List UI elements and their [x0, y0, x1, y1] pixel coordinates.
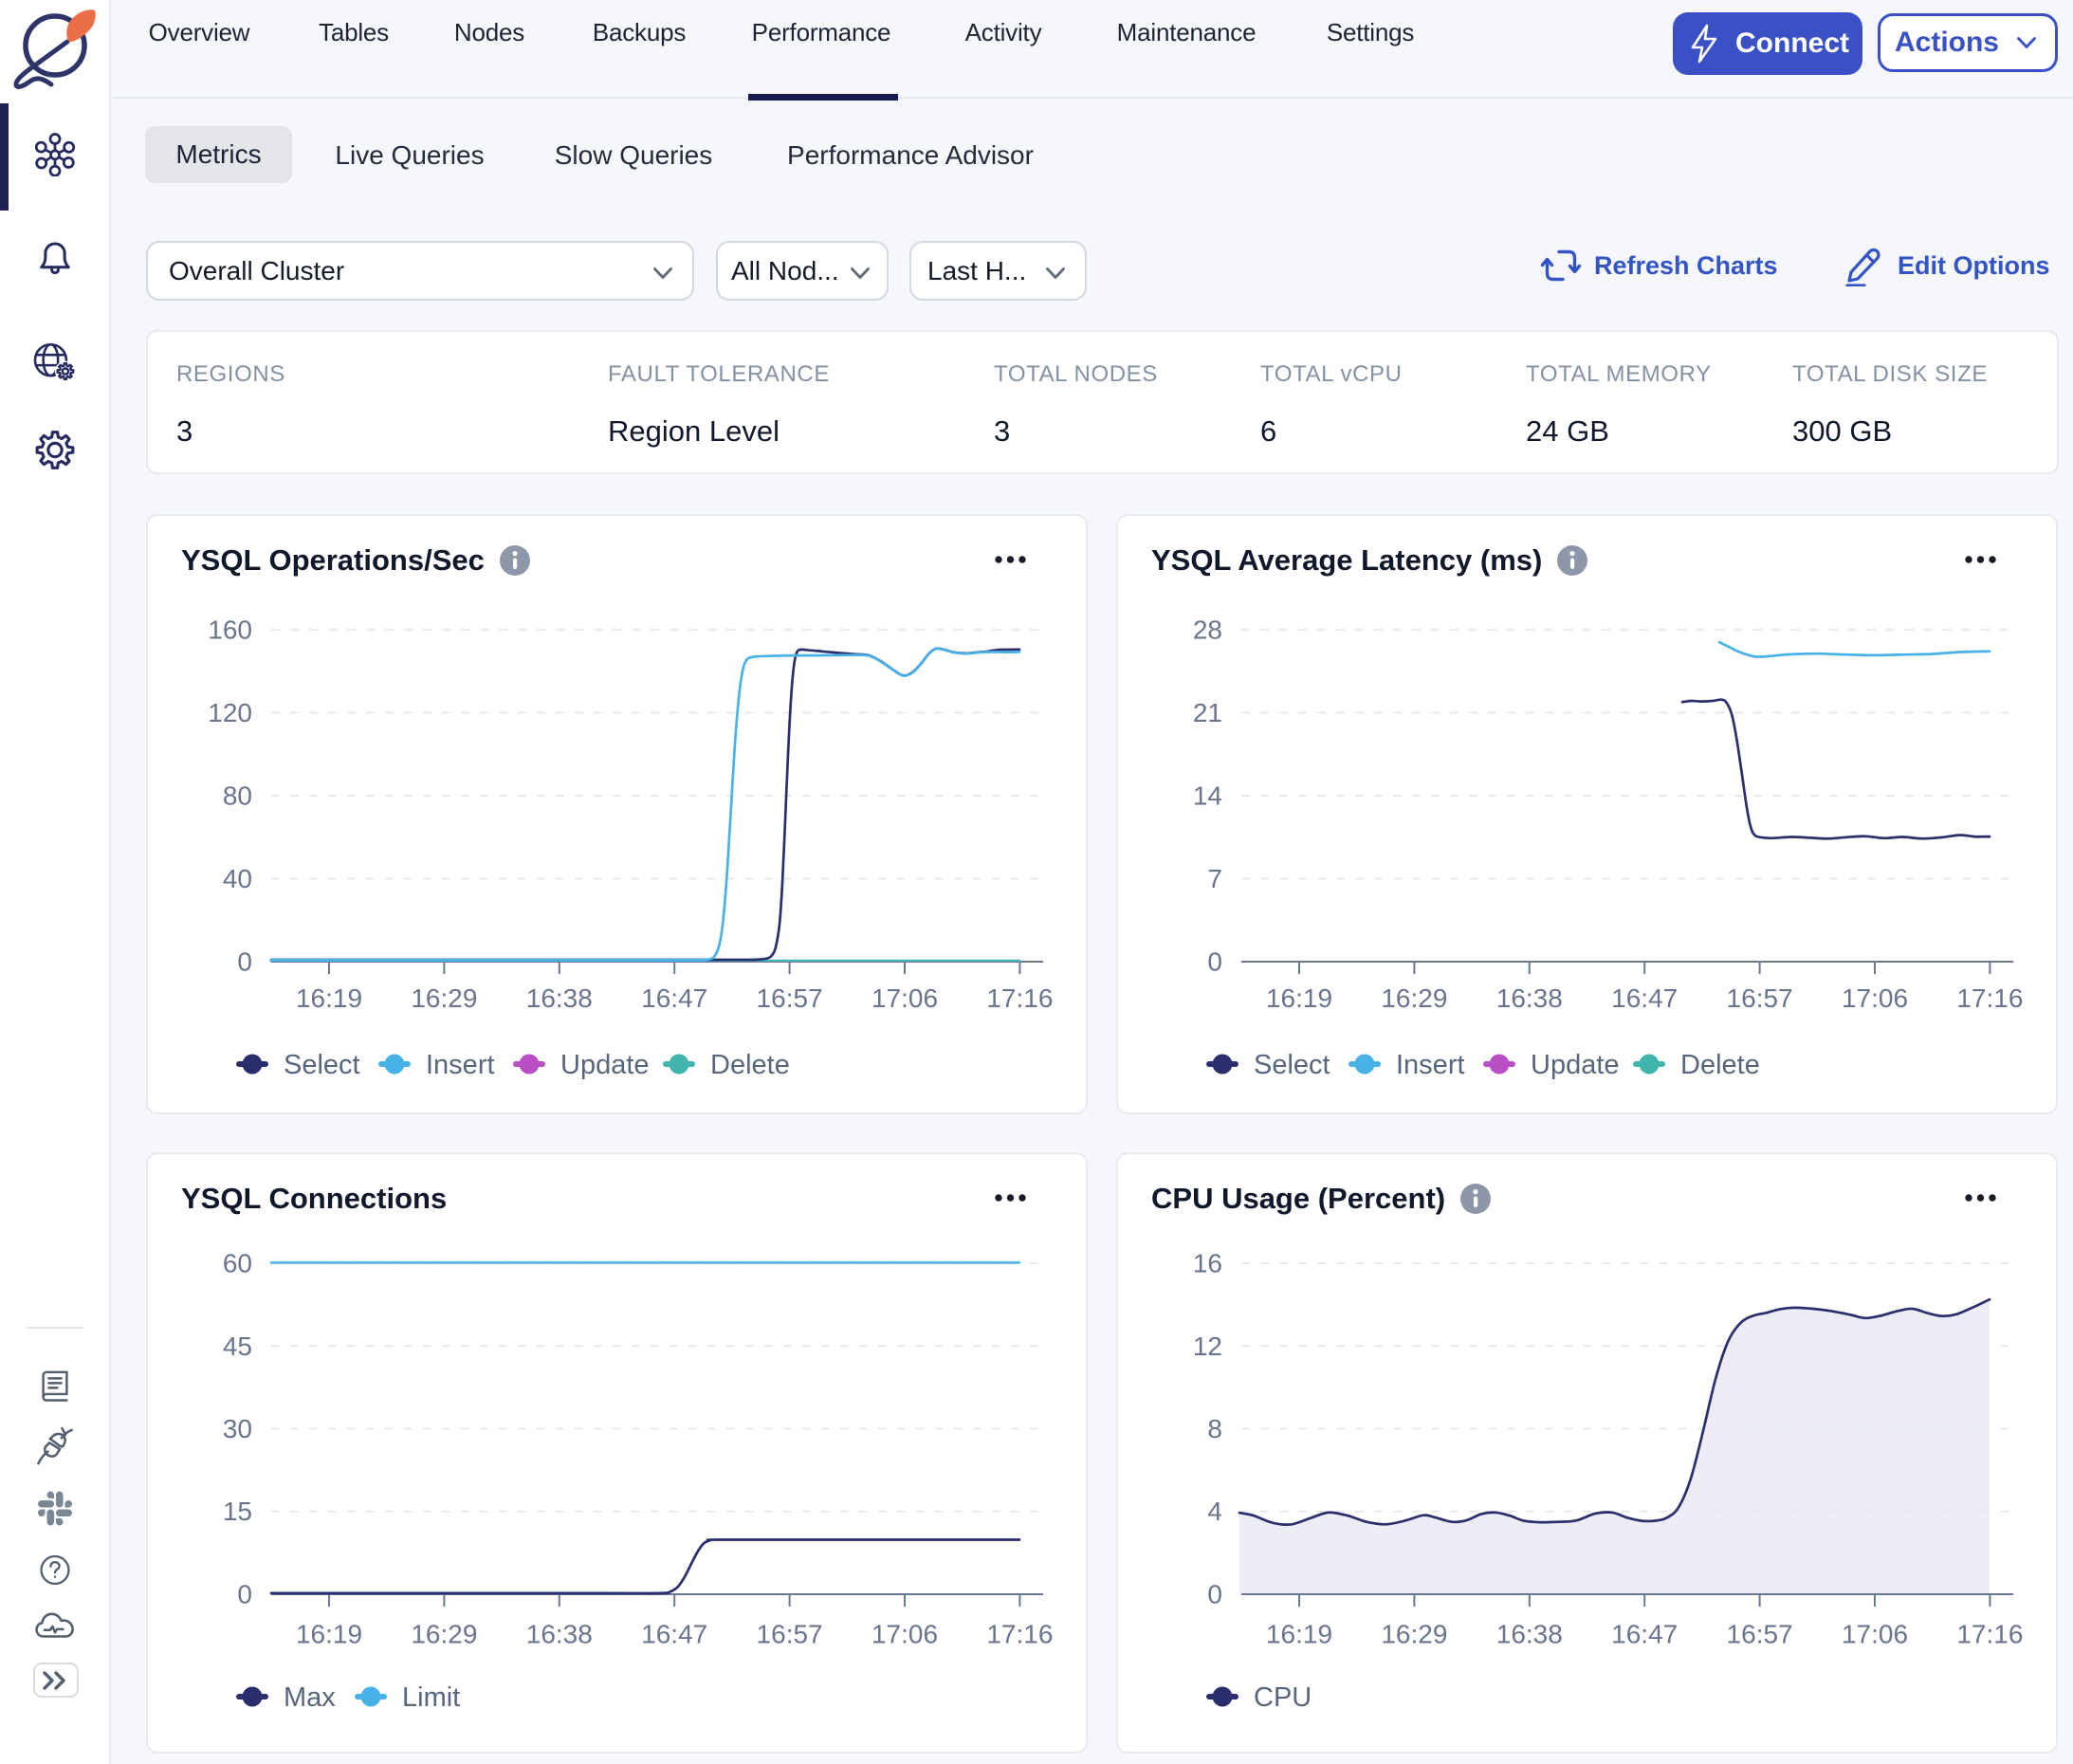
svg-text:12: 12 — [1193, 1332, 1222, 1361]
svg-text:Update: Update — [560, 1050, 650, 1080]
svg-text:0: 0 — [237, 1580, 252, 1609]
svg-text:17:16: 17:16 — [986, 1620, 1053, 1649]
svg-text:16:19: 16:19 — [296, 1620, 362, 1649]
svg-text:16:57: 16:57 — [1727, 983, 1793, 1013]
svg-text:16:38: 16:38 — [1496, 1620, 1563, 1649]
svg-text:16:57: 16:57 — [757, 1620, 823, 1649]
svg-text:0: 0 — [237, 947, 252, 977]
svg-text:16:38: 16:38 — [526, 1620, 593, 1649]
svg-text:15: 15 — [223, 1497, 252, 1526]
svg-text:7: 7 — [1207, 864, 1222, 893]
svg-text:0: 0 — [1207, 1580, 1222, 1609]
svg-text:17:16: 17:16 — [986, 983, 1053, 1013]
svg-text:40: 40 — [223, 864, 252, 893]
svg-text:Limit: Limit — [402, 1682, 460, 1713]
svg-text:Max: Max — [284, 1682, 336, 1713]
svg-text:17:16: 17:16 — [1956, 983, 2023, 1013]
svg-text:16:19: 16:19 — [1266, 983, 1332, 1013]
svg-text:16:47: 16:47 — [1611, 983, 1678, 1013]
svg-text:120: 120 — [208, 698, 252, 727]
svg-text:17:06: 17:06 — [871, 1620, 938, 1649]
svg-text:28: 28 — [1193, 616, 1222, 645]
svg-text:8: 8 — [1207, 1414, 1222, 1443]
svg-text:60: 60 — [223, 1249, 252, 1278]
svg-text:16:47: 16:47 — [1611, 1620, 1678, 1649]
svg-text:Insert: Insert — [1396, 1050, 1465, 1080]
svg-text:16:57: 16:57 — [757, 983, 823, 1013]
svg-text:45: 45 — [223, 1332, 252, 1361]
svg-text:CPU: CPU — [1254, 1682, 1312, 1713]
svg-text:30: 30 — [223, 1414, 252, 1443]
svg-text:Delete: Delete — [1680, 1050, 1760, 1080]
svg-text:16:19: 16:19 — [1266, 1620, 1332, 1649]
svg-text:16: 16 — [1193, 1249, 1222, 1278]
svg-text:17:06: 17:06 — [871, 983, 938, 1013]
svg-text:Insert: Insert — [426, 1050, 495, 1080]
svg-text:0: 0 — [1207, 947, 1222, 977]
svg-text:4: 4 — [1207, 1497, 1222, 1526]
svg-text:16:29: 16:29 — [411, 1620, 477, 1649]
svg-text:17:16: 17:16 — [1956, 1620, 2023, 1649]
svg-text:16:29: 16:29 — [1381, 983, 1447, 1013]
svg-text:160: 160 — [208, 616, 252, 645]
svg-text:Update: Update — [1531, 1050, 1620, 1080]
svg-text:21: 21 — [1193, 698, 1222, 727]
svg-text:Select: Select — [1254, 1050, 1330, 1080]
svg-text:17:06: 17:06 — [1842, 983, 1908, 1013]
svg-text:80: 80 — [223, 781, 252, 811]
svg-text:14: 14 — [1193, 781, 1222, 811]
svg-text:16:19: 16:19 — [296, 983, 362, 1013]
svg-text:16:38: 16:38 — [1496, 983, 1563, 1013]
svg-text:Delete: Delete — [710, 1050, 790, 1080]
svg-text:16:29: 16:29 — [1381, 1620, 1447, 1649]
svg-text:16:38: 16:38 — [526, 983, 593, 1013]
svg-text:17:06: 17:06 — [1842, 1620, 1908, 1649]
svg-text:16:47: 16:47 — [641, 983, 707, 1013]
svg-text:16:57: 16:57 — [1727, 1620, 1793, 1649]
svg-text:Select: Select — [284, 1050, 360, 1080]
svg-text:16:47: 16:47 — [641, 1620, 707, 1649]
svg-text:16:29: 16:29 — [411, 983, 477, 1013]
